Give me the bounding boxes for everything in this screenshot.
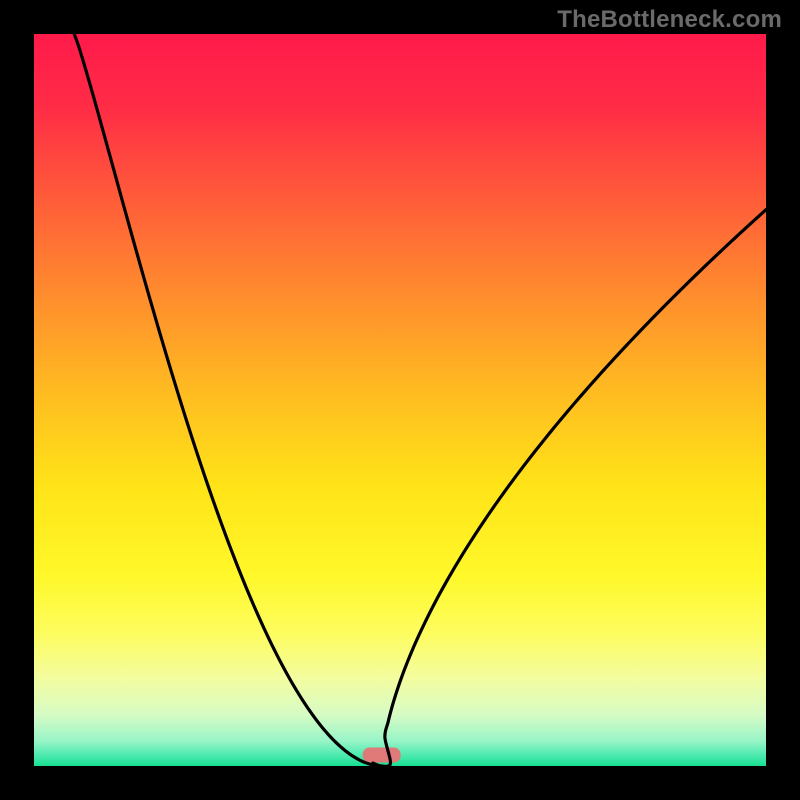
figure-container: { "canvas": { "width": 800, "height": 80… (0, 0, 800, 800)
optimal-point-marker (363, 748, 401, 763)
plot-gradient-background (34, 34, 766, 766)
watermark-text: TheBottleneck.com (557, 6, 782, 34)
bottleneck-chart (0, 0, 800, 800)
